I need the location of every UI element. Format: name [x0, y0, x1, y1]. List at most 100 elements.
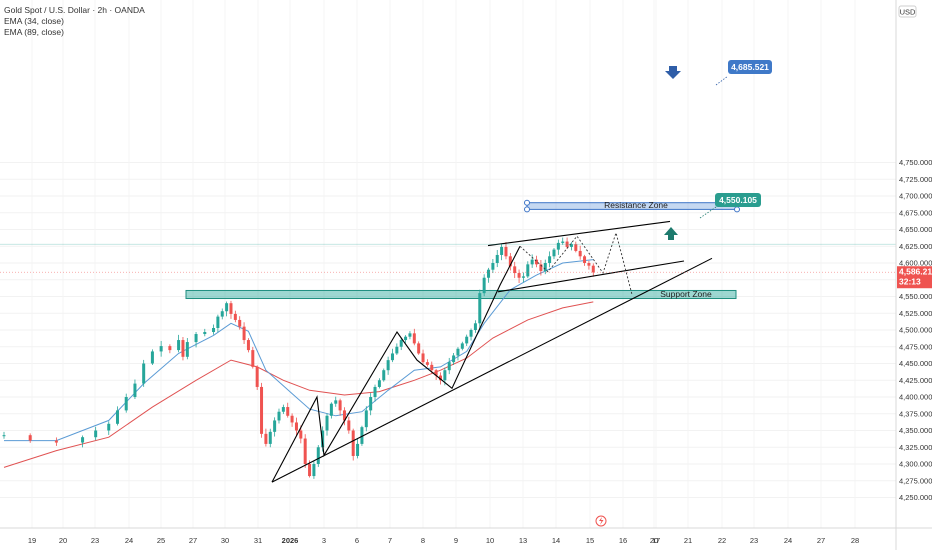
- x-tick-label: 2026: [282, 536, 299, 545]
- candle-body: [565, 241, 569, 247]
- overlays: 4,685.521 4,550.105: [0, 60, 896, 273]
- candle-body: [408, 333, 412, 337]
- candle-body: [316, 447, 320, 464]
- candle-body: [185, 342, 189, 357]
- current-price-tag: [897, 266, 932, 289]
- candle-body: [369, 397, 373, 411]
- ema89-legend[interactable]: EMA (89, close): [4, 27, 64, 37]
- candle-body: [216, 316, 220, 328]
- y-tick-label: 4,725.000: [899, 175, 932, 184]
- candle-body: [399, 340, 403, 347]
- candle-body: [377, 380, 381, 387]
- down-arrow-icon: [665, 66, 681, 79]
- resistance-value-tag: [728, 60, 772, 74]
- candle-body: [177, 340, 181, 351]
- x-tick-label: 27: [189, 536, 197, 545]
- candle-body: [356, 443, 360, 456]
- candle-body: [390, 353, 394, 361]
- candle-body: [583, 256, 587, 263]
- x-tick-label: 23: [91, 536, 99, 545]
- candle-body: [150, 351, 154, 364]
- candle-body: [382, 370, 386, 381]
- x-tick-label: 19: [28, 536, 36, 545]
- candle-body: [81, 437, 85, 443]
- candles: [2, 237, 595, 479]
- candle-body: [495, 254, 499, 263]
- current-price-text: 4,586.215: [899, 267, 932, 277]
- candle-body: [591, 265, 595, 273]
- x-tick-label: 20: [59, 536, 67, 545]
- candle-body: [421, 353, 425, 363]
- candle-body: [513, 266, 517, 274]
- y-tick-label: 4,375.000: [899, 409, 932, 418]
- x-tick-label: 15: [586, 536, 594, 545]
- support-value-text: 4,550.105: [719, 195, 757, 205]
- candle-body: [452, 355, 456, 363]
- candle-body: [552, 249, 556, 257]
- candle-body: [28, 435, 32, 441]
- candle-body: [338, 400, 342, 411]
- y-tick-label: 4,625.000: [899, 242, 932, 251]
- candle-body: [508, 256, 512, 267]
- x-tick-label: 30: [221, 536, 229, 545]
- x-tick-label: 27: [817, 536, 825, 545]
- x-tick-label: 20: [650, 536, 658, 545]
- candle-body: [54, 440, 58, 443]
- x-tick-label: 3: [322, 536, 326, 545]
- candle-body: [491, 263, 495, 270]
- price-axis[interactable]: USD 4,750.000 4,725.000 4,700.000 4,675.000 4…: [895, 0, 932, 550]
- symbol-title[interactable]: Gold Spot / U.S. Dollar · 2h · OANDA: [4, 5, 145, 15]
- x-tick-label: 23: [750, 536, 758, 545]
- candle-body: [430, 364, 434, 371]
- candle-body: [569, 244, 573, 247]
- y-tick-label: 4,675.000: [899, 208, 932, 217]
- y-tick-label: 4,500.000: [899, 326, 932, 335]
- candle-body: [268, 431, 272, 444]
- countdown-text: 32:13: [899, 277, 921, 287]
- candle-body: [225, 303, 229, 312]
- candle-body: [273, 420, 277, 432]
- candle-body: [351, 430, 355, 456]
- candle-body: [220, 311, 224, 317]
- candle-body: [500, 246, 504, 255]
- candle-body: [168, 346, 172, 351]
- zigzag-path: [271, 246, 521, 483]
- candle-body: [212, 327, 216, 333]
- y-tick-label: 4,400.000: [899, 393, 932, 402]
- candle-body: [526, 264, 530, 277]
- y-tick-label: 4,650.000: [899, 225, 932, 234]
- candle-body: [587, 263, 591, 266]
- candle-body: [548, 256, 552, 263]
- x-tick-label: 21: [684, 536, 692, 545]
- ema34-legend[interactable]: EMA (34, close): [4, 16, 64, 26]
- x-tick-label: 25: [157, 536, 165, 545]
- candle-body: [260, 386, 264, 434]
- candle-body: [181, 340, 185, 357]
- candle-body: [447, 362, 451, 371]
- candle-body: [517, 273, 521, 278]
- candle-body: [203, 332, 207, 335]
- x-tick-label: 7: [388, 536, 392, 545]
- candle-body: [521, 276, 525, 278]
- candle-body: [255, 366, 259, 387]
- candle-body: [417, 343, 421, 354]
- candle-body: [360, 427, 364, 444]
- candle-body: [543, 263, 547, 272]
- candle-body: [194, 334, 198, 343]
- y-tick-label: 4,475.000: [899, 342, 932, 351]
- y-tick-label: 4,325.000: [899, 443, 932, 452]
- candle-body: [460, 343, 464, 349]
- candle-body: [115, 410, 119, 424]
- candle-body: [321, 430, 325, 448]
- legend: Gold Spot / U.S. Dollar · 2h · OANDA EMA…: [4, 5, 145, 38]
- candle-body: [281, 407, 285, 412]
- y-tick-label: 4,350.000: [899, 426, 932, 435]
- candle-body: [107, 423, 111, 431]
- candle-body: [246, 340, 250, 351]
- up-arrow-icon: [664, 227, 678, 240]
- candle-body: [556, 242, 560, 250]
- candle-body: [264, 433, 268, 444]
- candle-body: [342, 410, 346, 421]
